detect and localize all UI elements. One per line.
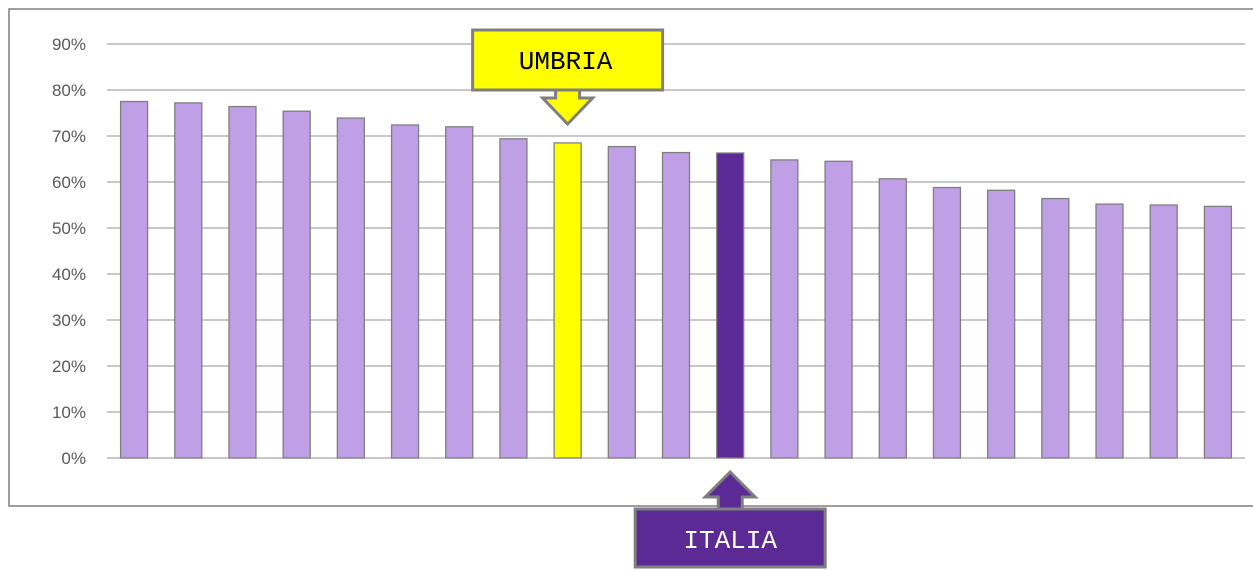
bar [878, 178, 907, 459]
umbria-label: UMBRIA [519, 47, 613, 77]
bar [770, 159, 799, 459]
arrow-down-icon [539, 88, 597, 127]
bar [390, 124, 420, 459]
italia-label-box [633, 507, 827, 569]
y-tick-label: 80% [52, 81, 86, 100]
bar [1041, 197, 1070, 459]
y-tick-label: 50% [52, 219, 86, 238]
callouts: UMBRIA ITALIA [471, 28, 827, 569]
bar [499, 138, 528, 459]
y-tick-label: 60% [52, 173, 86, 192]
y-tick-label: 10% [52, 403, 86, 422]
y-axis-tick-labels: 0% 10% 20% 30% 40% 50% 60% 70% 80% 90% [52, 35, 86, 468]
bar [1095, 203, 1124, 459]
bar [174, 102, 203, 459]
bar [282, 110, 311, 459]
italia-label: ITALIA [683, 526, 777, 556]
bar [336, 117, 366, 459]
bar-italia [716, 152, 745, 459]
bar [986, 189, 1016, 459]
y-tick-label: 40% [52, 265, 86, 284]
bar [119, 100, 149, 459]
y-tick-label: 90% [52, 35, 86, 54]
bar-umbria [553, 142, 582, 459]
y-tick-label: 0% [61, 449, 86, 468]
y-tick-label: 30% [52, 311, 86, 330]
bar [1203, 205, 1233, 459]
bar [932, 186, 962, 459]
umbria-callout: UMBRIA [471, 28, 665, 127]
bar [661, 151, 691, 459]
y-tick-label: 70% [52, 127, 86, 146]
bar [607, 145, 636, 459]
italia-callout: ITALIA [633, 469, 827, 569]
bar [824, 160, 853, 459]
bar [1149, 204, 1178, 459]
bars [119, 100, 1233, 459]
bar [445, 126, 474, 459]
bar [228, 105, 257, 459]
y-tick-label: 20% [52, 357, 86, 376]
